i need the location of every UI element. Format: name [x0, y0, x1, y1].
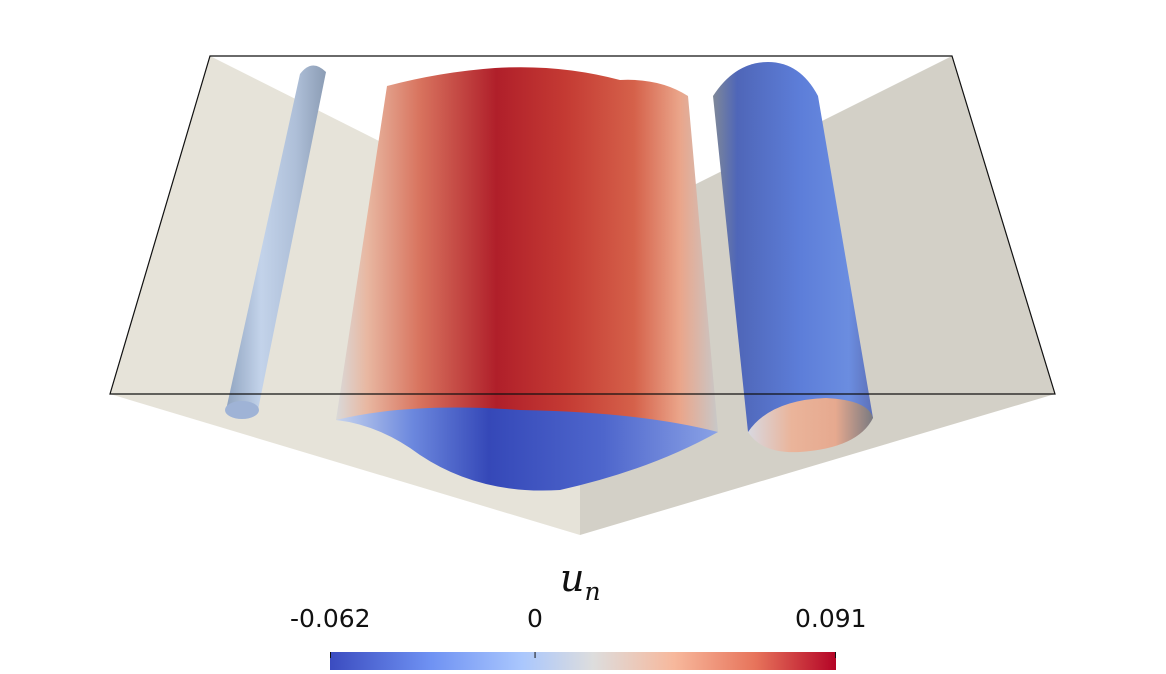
colorbar-subscript: n: [584, 577, 601, 606]
bounding-plane-outline: [109, 55, 1056, 395]
colorbar-max-label: 0.091: [795, 604, 867, 633]
big-cylinder-bottom: [336, 407, 718, 491]
colorbar-min-label: -0.062: [290, 604, 371, 633]
colorbar-gradient: [330, 652, 836, 670]
colorbar-mid-label: 0: [527, 604, 543, 633]
thin-cylinder-cap: [225, 401, 259, 419]
colorbar-variable: u: [560, 556, 585, 600]
colorbar-title: un: [560, 556, 601, 606]
big-cylinder: [336, 67, 718, 432]
right-cylinder-bottom: [748, 398, 873, 453]
thin-cylinder: [226, 65, 326, 418]
colorbar: [330, 652, 836, 670]
right-cylinder: [713, 62, 873, 432]
